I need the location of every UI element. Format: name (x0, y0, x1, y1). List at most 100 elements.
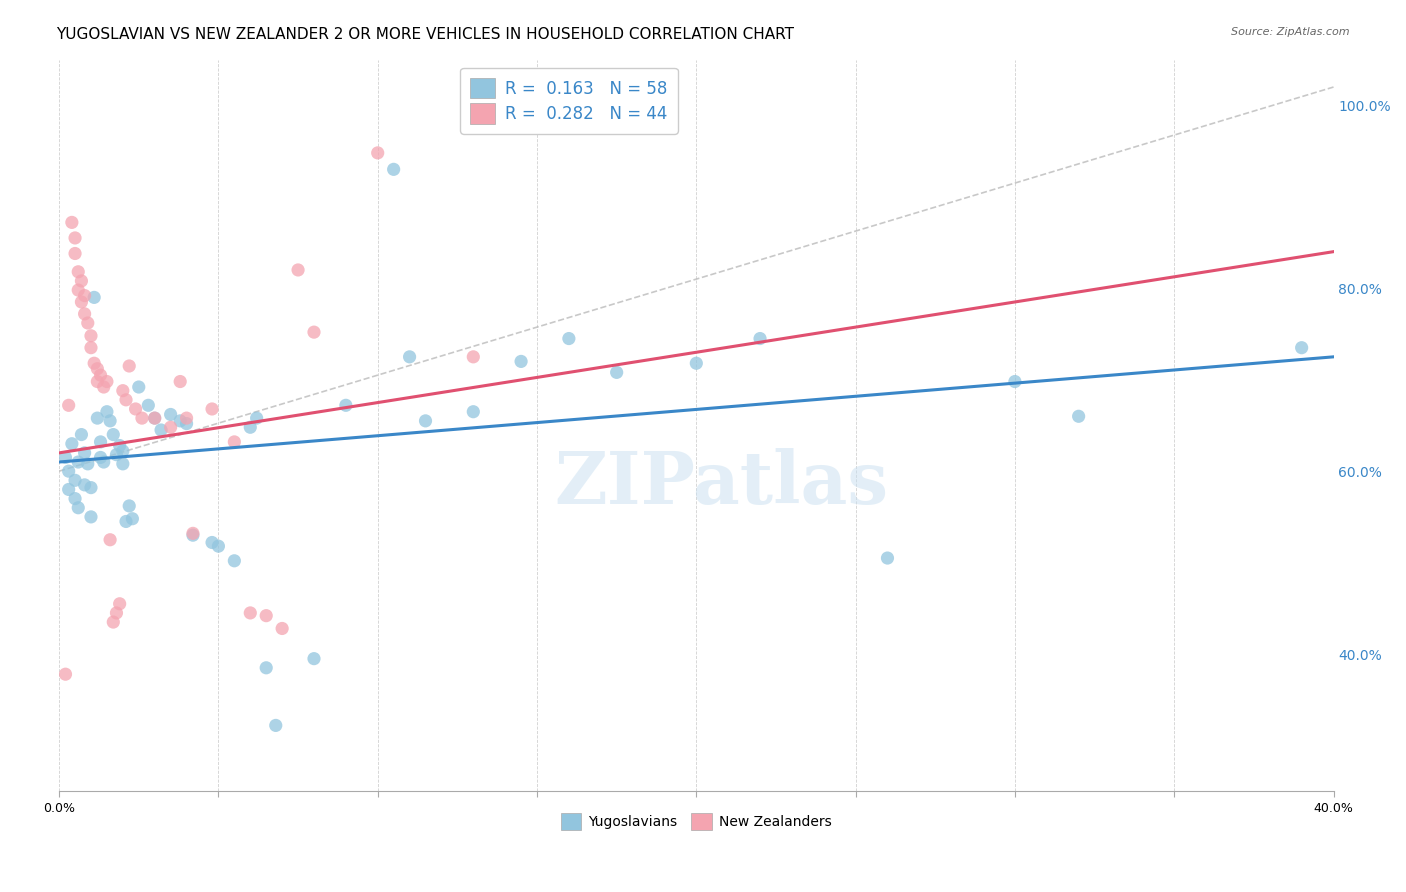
Point (749, 332, 772, 346)
Point (176, 411, 198, 425)
Point (876, 551, 898, 566)
Point (169, 375, 191, 389)
Point (55, 450, 77, 465)
Point (169, 414, 191, 428)
Point (90, 450, 112, 465)
Point (128, 380, 150, 394)
Point (246, 411, 269, 425)
Point (80, 481, 103, 495)
Point (159, 420, 181, 434)
Point (264, 718, 287, 732)
Point (111, 457, 134, 471)
Point (302, 651, 325, 665)
Point (224, 554, 246, 568)
Point (287, 263, 309, 277)
Point (67, 265, 90, 279)
Point (201, 535, 224, 549)
Point (67, 283, 90, 297)
Point (1004, 375, 1026, 389)
Point (63, 231, 86, 245)
Point (73, 288, 96, 302)
Point (118, 359, 141, 373)
Text: ZIPatlas: ZIPatlas (555, 449, 889, 519)
Point (60, 215, 83, 229)
Point (98, 414, 121, 428)
Point (463, 405, 485, 419)
Point (606, 365, 628, 379)
Point (124, 401, 146, 416)
Point (76, 457, 98, 471)
Point (207, 539, 229, 553)
Point (80, 509, 103, 524)
Point (1067, 409, 1090, 424)
Point (73, 307, 96, 321)
Point (398, 350, 420, 364)
Point (224, 434, 246, 449)
Point (67, 500, 90, 515)
Point (58, 483, 80, 497)
Point (111, 444, 134, 458)
Text: Source: ZipAtlas.com: Source: ZipAtlas.com (1232, 27, 1350, 37)
Point (86, 375, 108, 389)
Point (510, 354, 533, 368)
Point (70, 274, 93, 288)
Point (254, 661, 277, 675)
Point (302, 325, 325, 339)
Point (80, 328, 103, 343)
Point (98, 533, 121, 547)
Point (96, 375, 118, 389)
Point (558, 332, 581, 346)
Point (60, 436, 83, 450)
Point (103, 615, 125, 629)
Point (55, 667, 77, 681)
Point (96, 405, 118, 419)
Point (239, 606, 262, 620)
Point (115, 515, 138, 529)
Point (115, 392, 138, 407)
Point (111, 384, 134, 398)
Point (254, 608, 277, 623)
Point (80, 341, 103, 355)
Point (1291, 341, 1313, 355)
Point (73, 478, 96, 492)
Point (63, 473, 86, 487)
Point (83, 356, 105, 370)
Point (90, 368, 112, 383)
Point (181, 528, 204, 542)
Point (382, 162, 405, 177)
Point (103, 427, 125, 442)
Point (118, 499, 141, 513)
Point (67, 455, 90, 469)
Point (108, 597, 131, 611)
Point (105, 606, 128, 620)
Point (131, 411, 153, 425)
Point (90, 434, 112, 449)
Point (58, 398, 80, 412)
Point (63, 491, 86, 506)
Point (76, 316, 98, 330)
Point (70, 427, 93, 442)
Point (335, 398, 357, 412)
Point (685, 356, 707, 370)
Point (176, 417, 198, 431)
Point (415, 414, 437, 428)
Point (136, 398, 159, 412)
Point (93, 380, 115, 394)
Point (463, 350, 485, 364)
Point (271, 622, 294, 636)
Point (73, 446, 96, 460)
Point (150, 423, 173, 437)
Legend: Yugoslavians, New Zealanders: Yugoslavians, New Zealanders (555, 807, 838, 836)
Point (143, 411, 166, 425)
Point (58, 464, 80, 478)
Point (143, 411, 166, 425)
Point (121, 512, 143, 526)
Point (239, 420, 262, 434)
Point (70, 295, 93, 310)
Point (83, 290, 105, 304)
Point (159, 408, 181, 422)
Point (105, 448, 128, 462)
Point (181, 526, 204, 541)
Point (86, 361, 108, 376)
Point (367, 145, 389, 160)
